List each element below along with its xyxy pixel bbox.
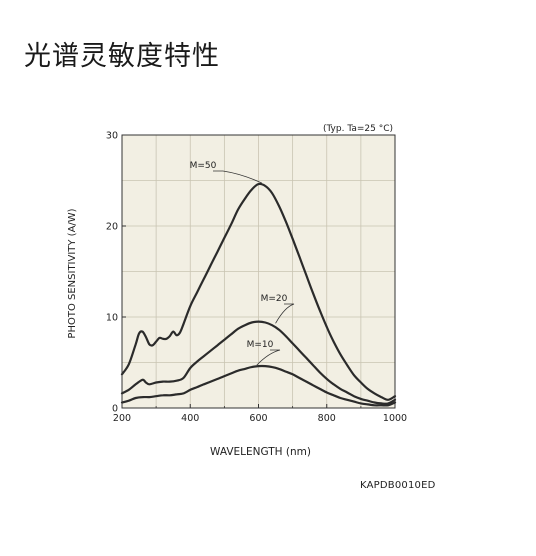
curve-label: M=10	[247, 340, 274, 350]
condition-note: (Typ. Ta=25 °C)	[323, 124, 393, 134]
y-tick-label: 10	[106, 313, 118, 324]
x-tick-label: 200	[113, 413, 131, 424]
series-line-m-50	[120, 182, 397, 401]
series-line-m-20	[120, 320, 397, 405]
label-leader-line	[256, 349, 281, 366]
axis-ticks: 200 400 600 800 1000 0 10 20 30	[106, 131, 407, 425]
curve-label: M=50	[190, 161, 217, 171]
y-axis-label: PHOTO SENSITIVITY (A/W)	[67, 208, 78, 338]
series-line-m-10	[120, 364, 397, 407]
y-tick-label: 30	[106, 131, 118, 142]
label-leader-line	[275, 303, 295, 324]
y-tick-label: 20	[106, 222, 118, 233]
x-axis-label: WAVELENGTH (nm)	[210, 446, 311, 458]
x-tick-label: 600	[249, 413, 267, 424]
label-leader-line	[213, 170, 263, 184]
page-title: 光谱灵敏度特性	[24, 41, 220, 72]
x-tick-label: 800	[318, 413, 336, 424]
curve-label: M=20	[261, 294, 288, 304]
x-tick-label: 1000	[383, 413, 407, 424]
grid-lines	[122, 135, 395, 408]
curve-labels: M=50 M=20 M=10	[190, 161, 295, 366]
y-tick-label: 0	[112, 404, 118, 415]
series-layer	[120, 182, 397, 407]
figure-id: KAPDB0010ED	[360, 480, 436, 491]
x-tick-label: 400	[181, 413, 199, 424]
